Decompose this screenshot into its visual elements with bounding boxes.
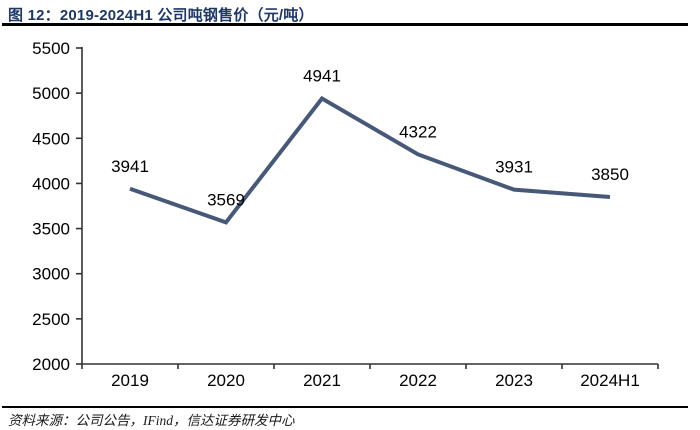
y-tick-label: 5000 xyxy=(32,84,70,103)
data-point-label: 3931 xyxy=(495,158,533,177)
x-tick-label: 2023 xyxy=(495,371,533,390)
y-tick-label: 2500 xyxy=(32,310,70,329)
y-tick-label: 4000 xyxy=(32,174,70,193)
data-point-label: 3569 xyxy=(207,190,245,209)
title-underline xyxy=(2,23,688,26)
x-tick-label: 2024H1 xyxy=(580,371,640,390)
x-tick-label: 2020 xyxy=(207,371,245,390)
y-tick-label: 5500 xyxy=(32,39,70,58)
data-point-label: 3850 xyxy=(591,165,629,184)
price-line-series xyxy=(129,95,611,225)
figure-title: 图 12：2019-2024H1 公司吨钢售价（元/吨） xyxy=(8,4,314,25)
figure-title-text: 图 12：2019-2024H1 公司吨钢售价（元/吨） xyxy=(8,7,314,24)
y-tick-label: 3000 xyxy=(32,265,70,284)
x-tick-label: 2019 xyxy=(111,371,149,390)
y-tick-label: 3500 xyxy=(32,220,70,239)
data-point-label: 4941 xyxy=(303,66,341,85)
data-point-label: 3941 xyxy=(111,157,149,176)
line-chart: 2000 2500 3000 3500 4000 4500 5000 5500 2019 2020… xyxy=(32,39,659,390)
x-tick-label: 2022 xyxy=(399,371,437,390)
y-tick-label: 4500 xyxy=(32,129,70,148)
source-note: 资料来源：公司公告，IFind，信达证券研发中心 xyxy=(8,409,295,429)
data-point-label: 4322 xyxy=(399,122,437,141)
x-tick-label: 2021 xyxy=(303,371,341,390)
source-divider xyxy=(2,406,688,408)
y-tick-label: 2000 xyxy=(32,355,70,374)
source-text: 资料来源：公司公告，IFind，信达证券研发中心 xyxy=(8,413,295,428)
